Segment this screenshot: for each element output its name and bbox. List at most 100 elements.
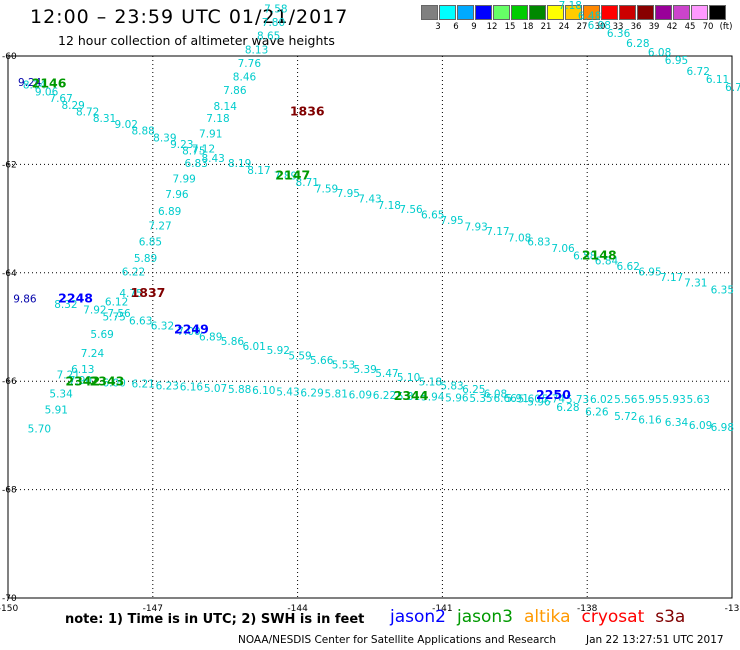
wave-height-point: 7.67 xyxy=(49,93,72,105)
wave-height-point: 5.18 xyxy=(419,377,442,389)
wave-height-point: 6.16 xyxy=(638,414,662,426)
wave-height-point: 5.96 xyxy=(445,392,469,404)
colorbar-swatch xyxy=(601,5,618,20)
wave-height-point: 6.25 xyxy=(462,384,485,396)
x-tick-label: -150 xyxy=(0,604,18,614)
x-tick-label: -138 xyxy=(577,604,598,614)
colorbar-swatch xyxy=(691,5,708,20)
wave-height-point: 5.56 xyxy=(614,394,638,406)
pass-time-label: 2248 xyxy=(58,291,93,306)
wave-height-point: 7.93 xyxy=(464,222,487,234)
pass-time-label: 2146 xyxy=(32,75,67,90)
time-annotations: 1835183618372146214721482342234323442053… xyxy=(32,0,617,403)
colorbar-label: 30 xyxy=(594,22,606,32)
credit-line: NOAA/NESDIS Center for Satellite Applica… xyxy=(238,634,724,646)
colorbar-label: 24 xyxy=(558,22,570,32)
wave-height-point: 7.59 xyxy=(315,184,338,196)
wave-height-point: 5.10 xyxy=(397,372,420,384)
wave-height-point: 7.12 xyxy=(192,143,215,155)
y-tick-label: -60 xyxy=(2,52,17,62)
wave-height-point: 6.00 xyxy=(102,378,125,390)
wave-height-point: 6.70 xyxy=(725,82,740,94)
colorbar-swatch xyxy=(655,5,672,20)
wave-height-point: 6.95 xyxy=(638,267,661,279)
wave-height-point: 6.23 xyxy=(156,380,179,392)
colorbar-swatch xyxy=(583,5,600,20)
wave-height-point: 7.08 xyxy=(508,232,531,244)
colorbar-swatch xyxy=(511,5,528,20)
colorbar-swatch xyxy=(565,5,582,20)
wave-height-point: 5.91 xyxy=(45,405,68,417)
wave-height-point: 9.86 xyxy=(13,294,37,306)
colorbar-swatch xyxy=(709,5,726,20)
wave-height-point: 6.28 xyxy=(556,402,579,414)
wave-height-point: 6.89 xyxy=(158,206,181,218)
wave-height-point: 4.75 xyxy=(119,288,142,300)
wave-height-point: 7.56 xyxy=(399,204,423,216)
chart-subtitle: 12 hour collection of altimeter wave hei… xyxy=(58,33,335,48)
colorbar-label: 18 xyxy=(522,22,534,32)
wave-height-point: 8.88 xyxy=(131,126,154,138)
wave-height-point: 8.31 xyxy=(93,113,116,125)
x-tick-label: -147 xyxy=(143,604,163,614)
wave-height-point: 5.74 xyxy=(542,393,566,405)
pass-time-label: 1837 xyxy=(131,285,166,300)
wave-height-point: 6.02 xyxy=(590,394,613,406)
footer-note: note: 1) Time is in UTC; 2) SWH is in fe… xyxy=(65,612,365,627)
wave-height-point: 6.22 xyxy=(373,390,396,402)
wave-height-point: 5.94 xyxy=(421,392,445,404)
wave-height-point: 5.70 xyxy=(28,424,51,436)
colorbar-label: 12 xyxy=(486,22,498,32)
wave-height-point: 6.29 xyxy=(300,387,323,399)
wave-height-point: 7.18 xyxy=(378,200,401,212)
legend-cryosat: cryosat xyxy=(581,607,645,627)
wave-height-point: 6.85 xyxy=(139,237,162,249)
colorbar-label: 21 xyxy=(540,22,552,32)
wave-height-point: 7.95 xyxy=(337,188,360,200)
plot-border xyxy=(7,55,733,599)
colorbar-label: 6 xyxy=(453,22,459,32)
wave-height-point: 8.43 xyxy=(201,153,224,165)
wave-height-point: 6.32 xyxy=(151,321,174,333)
wave-height-point: 5.34 xyxy=(49,388,73,400)
pass-time-label: 2148 xyxy=(582,247,617,262)
colorbar-label: 27 xyxy=(576,22,588,32)
wave-height-point: 7.58 xyxy=(264,4,287,16)
wave-height-point: 7.56 xyxy=(107,308,131,320)
wave-height-point: 5.88 xyxy=(228,384,251,396)
wave-height-point: 6.28 xyxy=(626,38,649,50)
wave-height-point: 5.96 xyxy=(527,397,551,409)
wave-height-point: 6.13 xyxy=(71,364,94,376)
wave-height-point: 8.46 xyxy=(233,71,257,83)
wave-height-point: 9.02 xyxy=(115,119,138,131)
colorbar-swatch xyxy=(637,5,654,20)
wave-height-point: 5.53 xyxy=(332,360,355,372)
wave-height-point: 7.21 xyxy=(57,369,80,381)
colorbar-label: 39 xyxy=(648,22,660,32)
wave-height-point: 7.89 xyxy=(274,171,297,183)
grid-lines xyxy=(8,56,732,598)
wave-height-point: 5.95 xyxy=(638,394,661,406)
wave-height-point: 5.59 xyxy=(288,351,311,363)
wave-height-point: 7.24 xyxy=(81,348,105,360)
chart-title: 12:00 – 23:59 UTC 01/21/2017 xyxy=(30,6,349,28)
wave-height-point: 8.72 xyxy=(76,107,99,119)
wave-height-point: 7.92 xyxy=(83,304,106,316)
wave-height-point: 8.65 xyxy=(257,31,280,43)
y-tick-label: -70 xyxy=(2,594,17,604)
wave-height-point: 7.90 xyxy=(69,375,92,387)
wave-height-point: 6.01 xyxy=(242,341,265,353)
wave-height-point: 6.65 xyxy=(421,210,444,222)
wave-height-point: 7.76 xyxy=(238,58,262,70)
wave-height-point: 6.84 xyxy=(595,256,619,268)
wave-height-point: 6.89 xyxy=(199,332,222,344)
wave-height-point: 6.08 xyxy=(648,47,671,59)
legend-altika: altika xyxy=(524,607,571,627)
pass-time-label: 1835 xyxy=(307,0,342,2)
x-tick-label: -144 xyxy=(287,604,308,614)
colorbar-label: 36 xyxy=(630,22,642,32)
wave-height-point: 7.17 xyxy=(660,272,683,284)
colorbar-label: 70 xyxy=(702,22,714,32)
pass-time-label: 2342 xyxy=(65,374,100,389)
wave-height-point: 9.06 xyxy=(35,87,59,99)
